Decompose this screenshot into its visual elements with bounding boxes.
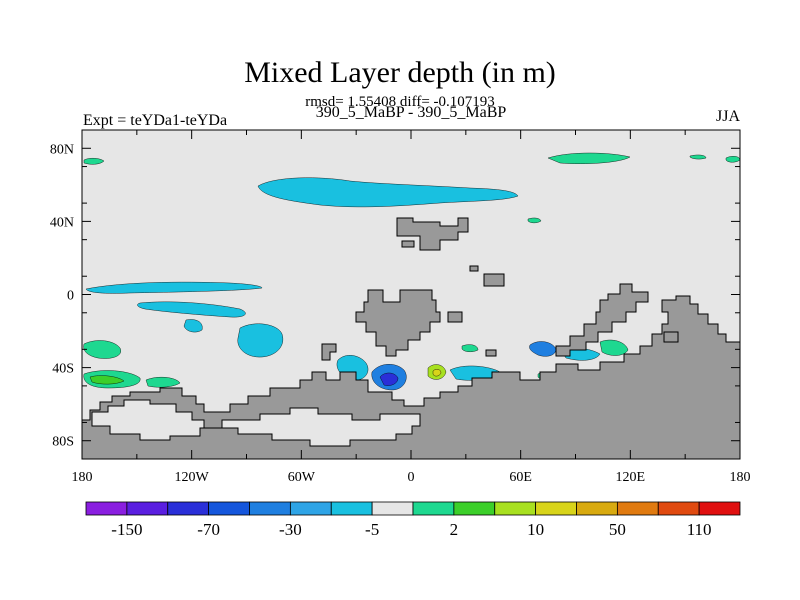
colorbar-swatch (126, 501, 169, 516)
y-tick-label: 40S (52, 362, 74, 377)
colorbar-swatch (657, 501, 700, 516)
anomaly-patch (145, 376, 181, 388)
colorbar-swatch (167, 501, 210, 516)
ocean-inlets (91, 399, 421, 447)
anomaly-patches (83, 152, 741, 430)
x-tick-label: 180 (730, 470, 751, 485)
colorbar-label: 10 (527, 520, 544, 539)
x-tick-label: 60W (288, 470, 316, 485)
colorbar-label: 50 (609, 520, 626, 539)
colorbar-swatch (85, 501, 128, 516)
colorbar-swatch (535, 501, 577, 516)
anomaly-patch (137, 301, 246, 318)
period-label: 390_5_MaBP - 390_5_MaBP (315, 104, 507, 121)
anomaly-patch (183, 319, 203, 333)
x-tick-label: 120E (616, 470, 646, 485)
anomaly-patch (599, 339, 629, 356)
anomaly-patch (237, 323, 284, 358)
colorbar: -150 -70 -30 -5 2 10 50 110 (85, 501, 741, 539)
land-east-continent (555, 283, 649, 357)
land-islet (483, 273, 505, 287)
anomaly-patch (725, 156, 741, 163)
anomaly-patch (83, 340, 121, 359)
colorbar-swatch (208, 501, 250, 516)
colorbar-swatch (576, 501, 618, 516)
land-islet (663, 331, 679, 343)
colorbar-swatch (453, 501, 496, 516)
ocean-inlet (91, 399, 421, 447)
anomaly-patch (89, 375, 125, 385)
colorbar-swatch (494, 501, 537, 516)
x-tick-label: 60E (509, 470, 532, 485)
colorbar-label: 110 (687, 520, 712, 539)
colorbar-label: -5 (365, 520, 379, 539)
y-tick-label: 80N (50, 142, 74, 157)
colorbar-swatch (371, 501, 414, 516)
colorbar-label: -30 (279, 520, 302, 539)
map-plot (81, 129, 741, 460)
anomaly-patch (689, 154, 707, 160)
anomaly-patch (257, 177, 519, 208)
anomaly-patch (379, 372, 399, 386)
stats-line: rmsd= 1.55408 diff= -0.107193 (305, 94, 495, 110)
land-islet (321, 343, 337, 361)
x-tick-label: 0 (408, 470, 415, 485)
anomaly-patch (85, 281, 263, 294)
season-label: JJA (715, 108, 740, 125)
colorbar-swatch (330, 501, 373, 516)
colorbar-swatch (616, 501, 659, 516)
x-tick-label: 180 (72, 470, 93, 485)
y-tick-label: 0 (67, 289, 74, 304)
x-axis: 180 120W 60W 0 60E 120E 180 (72, 130, 751, 485)
colorbar-label: 2 (450, 520, 459, 539)
land-islet (485, 349, 497, 357)
y-tick-label: 80S (52, 435, 74, 450)
x-tick-label: 120W (175, 470, 210, 485)
colorbar-label: -70 (197, 520, 220, 539)
colorbar-swatch (698, 501, 741, 516)
y-tick-label: 40N (50, 215, 74, 230)
colorbar-label: -150 (111, 520, 142, 539)
colorbar-swatch (412, 501, 455, 516)
land-africa-ridge (355, 289, 441, 357)
anomaly-patch (461, 344, 479, 352)
anomaly-patch (432, 369, 442, 377)
land-islet (469, 265, 479, 272)
anomaly-patch (83, 158, 105, 165)
anomaly-patch (529, 341, 557, 357)
colorbar-swatch (289, 501, 332, 516)
land-north-asia (396, 217, 469, 251)
land-islet (447, 311, 463, 323)
anomaly-patch (527, 217, 542, 224)
experiment-label: Expt = teYDa1-teYDa (83, 112, 228, 129)
colorbar-swatch (249, 501, 291, 516)
y-axis: 80N 40N 0 40S 80S (50, 129, 740, 460)
anomaly-patch (547, 152, 631, 164)
land-islet (401, 240, 415, 248)
chart-title: Mixed Layer depth (in m) (244, 56, 556, 89)
